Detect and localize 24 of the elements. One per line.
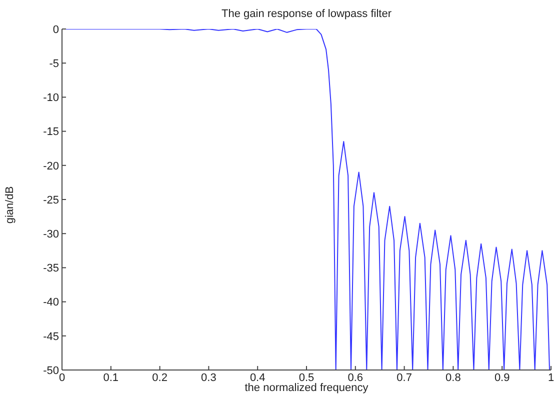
y-tick-label: 0 bbox=[52, 24, 59, 36]
y-tick-label: -10 bbox=[43, 92, 59, 104]
y-tick-label: -50 bbox=[43, 364, 59, 377]
chart-title: The gain response of lowpass filter bbox=[220, 8, 392, 20]
y-tick-label: -20 bbox=[43, 160, 59, 172]
x-tick-label: 0.9 bbox=[494, 372, 510, 384]
x-tick-label: 0.5 bbox=[298, 372, 314, 384]
x-tick-label: 0.7 bbox=[396, 372, 412, 384]
x-tick-label: 0.4 bbox=[250, 372, 266, 384]
y-tick-label: -35 bbox=[43, 262, 59, 275]
x-tick-label: 0.6 bbox=[348, 372, 364, 384]
x-tick-label: 0.3 bbox=[201, 372, 216, 384]
x-tick-label: 0.2 bbox=[152, 372, 168, 384]
y-tick-label: -40 bbox=[43, 296, 59, 309]
y-tick-label: -30 bbox=[43, 228, 59, 241]
x-tick-label: 1 bbox=[548, 372, 554, 384]
y-tick-label: -15 bbox=[43, 126, 59, 138]
y-tick-label: -45 bbox=[43, 330, 59, 343]
x-tick-label: 0.1 bbox=[103, 372, 119, 384]
y-tick-label: -25 bbox=[43, 194, 59, 206]
y-axis-title: gian/dB bbox=[4, 186, 16, 224]
x-tick-label: 0.8 bbox=[446, 372, 461, 384]
y-tick-label: -5 bbox=[49, 58, 59, 70]
x-axis-title: the normalized frequency bbox=[244, 382, 370, 394]
